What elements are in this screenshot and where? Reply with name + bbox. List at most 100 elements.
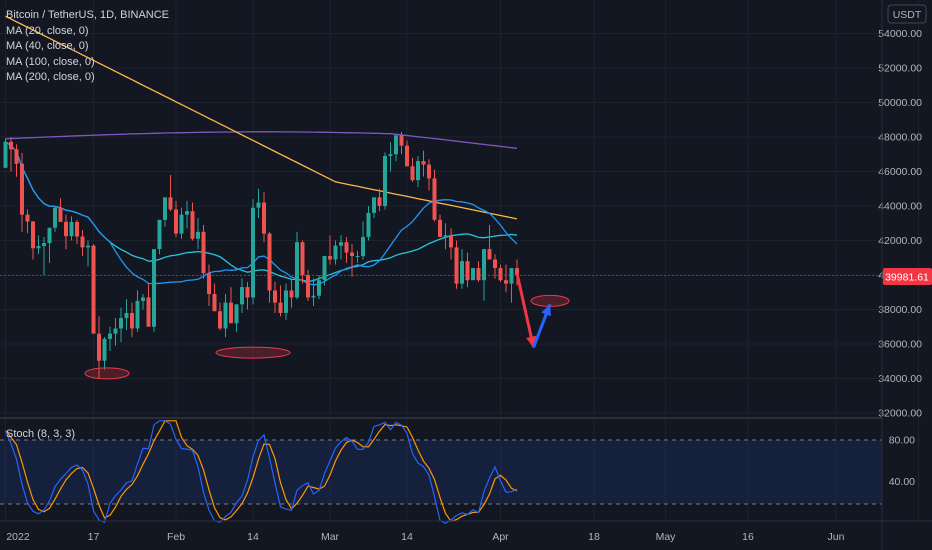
time-tick-label: 16 — [742, 531, 754, 543]
candle-body — [240, 287, 244, 305]
price-tick-label: 50000.00 — [878, 97, 922, 109]
candle-body — [311, 295, 316, 298]
candle-body — [295, 242, 299, 298]
time-tick-label: 2022 — [6, 531, 30, 543]
candle-body — [339, 242, 343, 246]
candle-body — [306, 275, 310, 298]
candle-body — [361, 237, 365, 257]
candle-body — [31, 221, 35, 249]
moving-average-lines — [5, 15, 518, 286]
candle-body — [119, 318, 123, 329]
candle-body — [113, 328, 118, 334]
candle-body — [399, 135, 404, 146]
time-tick-label: 18 — [588, 531, 600, 543]
candle-body — [449, 235, 453, 248]
down-arrow — [515, 272, 535, 348]
candle-body — [108, 333, 112, 339]
candle-body — [328, 256, 332, 260]
price-tick-label: 38000.00 — [878, 304, 922, 316]
ma200-line — [5, 131, 518, 150]
candle-body — [355, 256, 360, 258]
candle-body — [454, 247, 459, 284]
price-tick-label: 34000.00 — [878, 373, 922, 385]
stoch-legend[interactable]: Stoch (8, 3, 3) — [6, 428, 76, 440]
candle-body — [179, 214, 184, 234]
candle-body — [91, 245, 96, 334]
stoch-band — [0, 439, 882, 505]
candle-body — [42, 243, 46, 247]
candle-body — [185, 211, 189, 215]
candle-body — [25, 214, 30, 222]
candle-body — [509, 268, 514, 284]
candle-body — [460, 261, 464, 284]
candle-body — [3, 141, 8, 168]
candle-body — [267, 233, 272, 291]
candle-body — [80, 236, 85, 248]
price-tick-label: 48000.00 — [878, 132, 922, 144]
price-tick-label: 32000.00 — [878, 408, 922, 420]
price-tick-label: 52000.00 — [878, 63, 922, 75]
candle-body — [427, 164, 431, 179]
candle-body — [53, 207, 57, 228]
candle-body — [289, 290, 294, 298]
price-tick-label: 42000.00 — [878, 235, 922, 247]
candle-body — [201, 231, 206, 274]
stoch-d-line — [5, 420, 518, 523]
candle-body — [388, 154, 393, 156]
price-tick-label: 46000.00 — [878, 166, 922, 178]
drawing-annotations — [84, 272, 570, 380]
candle-body — [245, 287, 250, 298]
candle-body — [344, 242, 349, 253]
candle-body — [504, 280, 508, 284]
candle-body — [366, 212, 371, 238]
candle-body — [135, 300, 140, 329]
time-tick-label: Mar — [321, 531, 340, 543]
candle-body — [229, 302, 233, 324]
stoch-tick-label: 40.00 — [889, 476, 915, 488]
price-axis: 32000.0034000.0036000.0038000.0040000.00… — [878, 28, 922, 488]
candle-body — [421, 161, 426, 165]
candle-body — [20, 163, 24, 215]
candle-body — [141, 297, 145, 301]
candle-body — [317, 280, 321, 296]
stoch-lines — [4, 420, 518, 524]
candle-body — [14, 149, 19, 164]
candle-body — [152, 249, 156, 327]
candle-body — [207, 273, 211, 294]
candle-body — [273, 290, 277, 303]
last-price-label: 39981.61 — [885, 272, 929, 284]
candle-body — [196, 231, 200, 239]
price-tick-label: 54000.00 — [878, 28, 922, 40]
stoch-k-line — [4, 420, 518, 524]
candle-body — [377, 197, 382, 206]
candle-body — [251, 207, 255, 298]
candlesticks — [0, 131, 882, 379]
candle-body — [97, 333, 101, 361]
candle-body — [47, 227, 52, 244]
candle-body — [234, 304, 239, 324]
candle-body — [102, 338, 107, 361]
currency-badge: USDT — [887, 4, 927, 24]
time-tick-label: May — [656, 531, 677, 543]
candle-body — [58, 207, 63, 222]
candle-body — [322, 256, 327, 281]
candle-body — [432, 178, 437, 220]
candle-body — [465, 261, 470, 281]
candle-body — [493, 259, 497, 269]
stoch-tick-label: 80.00 — [889, 435, 915, 447]
candle-body — [443, 235, 448, 238]
candle-body — [350, 252, 354, 257]
candle-body — [64, 221, 68, 237]
price-tick-label: 44000.00 — [878, 201, 922, 213]
ma40-line — [5, 141, 518, 283]
time-tick-label: Feb — [167, 531, 185, 543]
candle-body — [130, 312, 134, 329]
candle-body — [482, 249, 486, 281]
time-tick-label: 17 — [88, 531, 100, 543]
candle-body — [405, 145, 409, 167]
last-price-badge: 39981.61 — [883, 268, 932, 285]
candle-body — [300, 242, 305, 275]
candle-body — [383, 155, 387, 206]
price-tick-label: 36000.00 — [878, 339, 922, 351]
